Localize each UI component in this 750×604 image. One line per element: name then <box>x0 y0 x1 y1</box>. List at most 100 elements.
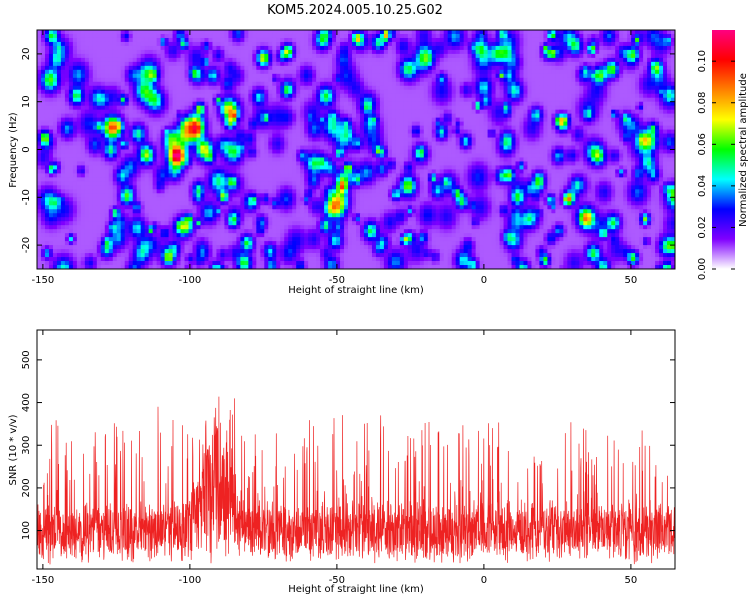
heatmap-cell <box>439 149 445 154</box>
heatmap-cell <box>240 145 245 150</box>
heatmap-cell <box>280 109 285 115</box>
heatmap-cell <box>487 97 492 103</box>
heatmap-cell <box>300 93 305 99</box>
heatmap-cell <box>451 61 457 67</box>
heatmap-cell <box>128 53 134 59</box>
heatmap-cell <box>332 145 337 150</box>
heatmap-cell <box>611 149 616 154</box>
heatmap-cell <box>332 137 337 142</box>
heatmap-cell <box>172 81 177 87</box>
heatmap-cell <box>447 45 453 51</box>
heatmap-cell <box>575 69 580 75</box>
heatmap-cell <box>268 77 273 83</box>
heatmap-cell <box>180 141 185 146</box>
heatmap-cell <box>304 137 309 142</box>
heatmap-cell <box>164 41 169 47</box>
heatmap-cell <box>563 113 568 119</box>
heatmap-cell <box>375 45 381 51</box>
heatmap-cell <box>164 129 169 134</box>
heatmap-cell <box>328 137 333 142</box>
heatmap-cell <box>391 105 397 111</box>
heatmap-cell <box>475 61 481 67</box>
heatmap-cell <box>555 113 560 119</box>
heatmap-cell <box>535 85 540 91</box>
heatmap-cell <box>296 77 301 83</box>
heatmap-cell <box>367 65 373 71</box>
heatmap-cell <box>84 49 90 55</box>
heatmap-cell <box>387 101 393 107</box>
heatmap-cell <box>304 97 309 103</box>
heatmap-cell <box>132 49 138 55</box>
heatmap-cell <box>403 129 409 134</box>
heatmap-cell <box>591 65 596 71</box>
heatmap-cell <box>371 33 377 39</box>
heatmap-cell <box>619 77 624 83</box>
heatmap-cell <box>112 30 118 35</box>
heatmap-cell <box>575 61 580 67</box>
heatmap-cell <box>340 33 345 39</box>
heatmap-cell <box>363 45 369 51</box>
heatmap-cell <box>579 33 584 39</box>
heatmap-cell <box>252 117 257 123</box>
heatmap-cell <box>156 69 162 75</box>
heatmap-cell <box>643 121 648 126</box>
heatmap-cell <box>547 61 552 67</box>
heatmap-cell <box>547 105 552 111</box>
heatmap-cell <box>248 133 253 138</box>
heatmap-cell <box>555 93 560 99</box>
heatmap-cell <box>328 53 333 59</box>
heatmap-cell <box>176 137 181 142</box>
heatmap-cell <box>607 101 612 107</box>
heatmap-cell <box>240 93 245 99</box>
heatmap-cell <box>192 129 197 134</box>
heatmap-cell <box>607 73 612 79</box>
heatmap-cell <box>264 149 269 154</box>
heatmap-cell <box>292 89 297 95</box>
heatmap-cell <box>443 113 449 119</box>
heatmap-cell <box>543 65 548 71</box>
heatmap-cell <box>591 89 596 95</box>
heatmap-cell <box>367 125 373 130</box>
heatmap-cell <box>348 125 353 130</box>
heatmap-cell <box>268 141 273 146</box>
heatmap-cell <box>627 81 632 87</box>
heatmap-cell <box>264 61 269 67</box>
heatmap-cell <box>204 37 209 43</box>
heatmap-cell <box>308 133 313 138</box>
heatmap-cell <box>451 89 457 95</box>
heatmap-cell <box>411 49 417 55</box>
heatmap-cell <box>64 93 70 99</box>
heatmap-cell <box>144 81 150 87</box>
heatmap-cell <box>212 33 217 39</box>
heatmap-cell <box>555 45 560 51</box>
heatmap-cell <box>659 65 664 71</box>
heatmap-cell <box>132 97 138 103</box>
heatmap-cell <box>479 45 484 51</box>
heatmap-cell <box>236 137 241 142</box>
heatmap-cell <box>667 133 672 138</box>
heatmap-cell <box>296 129 301 134</box>
heatmap-cell <box>623 85 628 91</box>
heatmap-cell <box>40 145 46 150</box>
heatmap-cell <box>40 129 46 134</box>
heatmap-cell <box>96 77 102 83</box>
heatmap-cell <box>551 61 556 67</box>
heatmap-cell <box>507 41 512 47</box>
heatmap-cell <box>583 41 588 47</box>
heatmap-cell <box>264 97 269 103</box>
heatmap-cell <box>671 65 675 71</box>
heatmap-cell <box>451 145 457 150</box>
heatmap-cell <box>304 129 309 134</box>
heatmap-cell <box>583 73 588 79</box>
heatmap-cell <box>439 93 445 99</box>
heatmap-cell <box>148 65 154 71</box>
heatmap-cell <box>539 69 544 75</box>
heatmap-cell <box>519 125 524 130</box>
heatmap-cell <box>136 101 142 107</box>
heatmap-cell <box>340 81 345 87</box>
heatmap-cell <box>244 73 249 79</box>
heatmap-cell <box>196 77 201 83</box>
heatmap-cell <box>56 89 62 95</box>
heatmap-cell <box>643 53 648 59</box>
heatmap-cell <box>571 89 576 95</box>
